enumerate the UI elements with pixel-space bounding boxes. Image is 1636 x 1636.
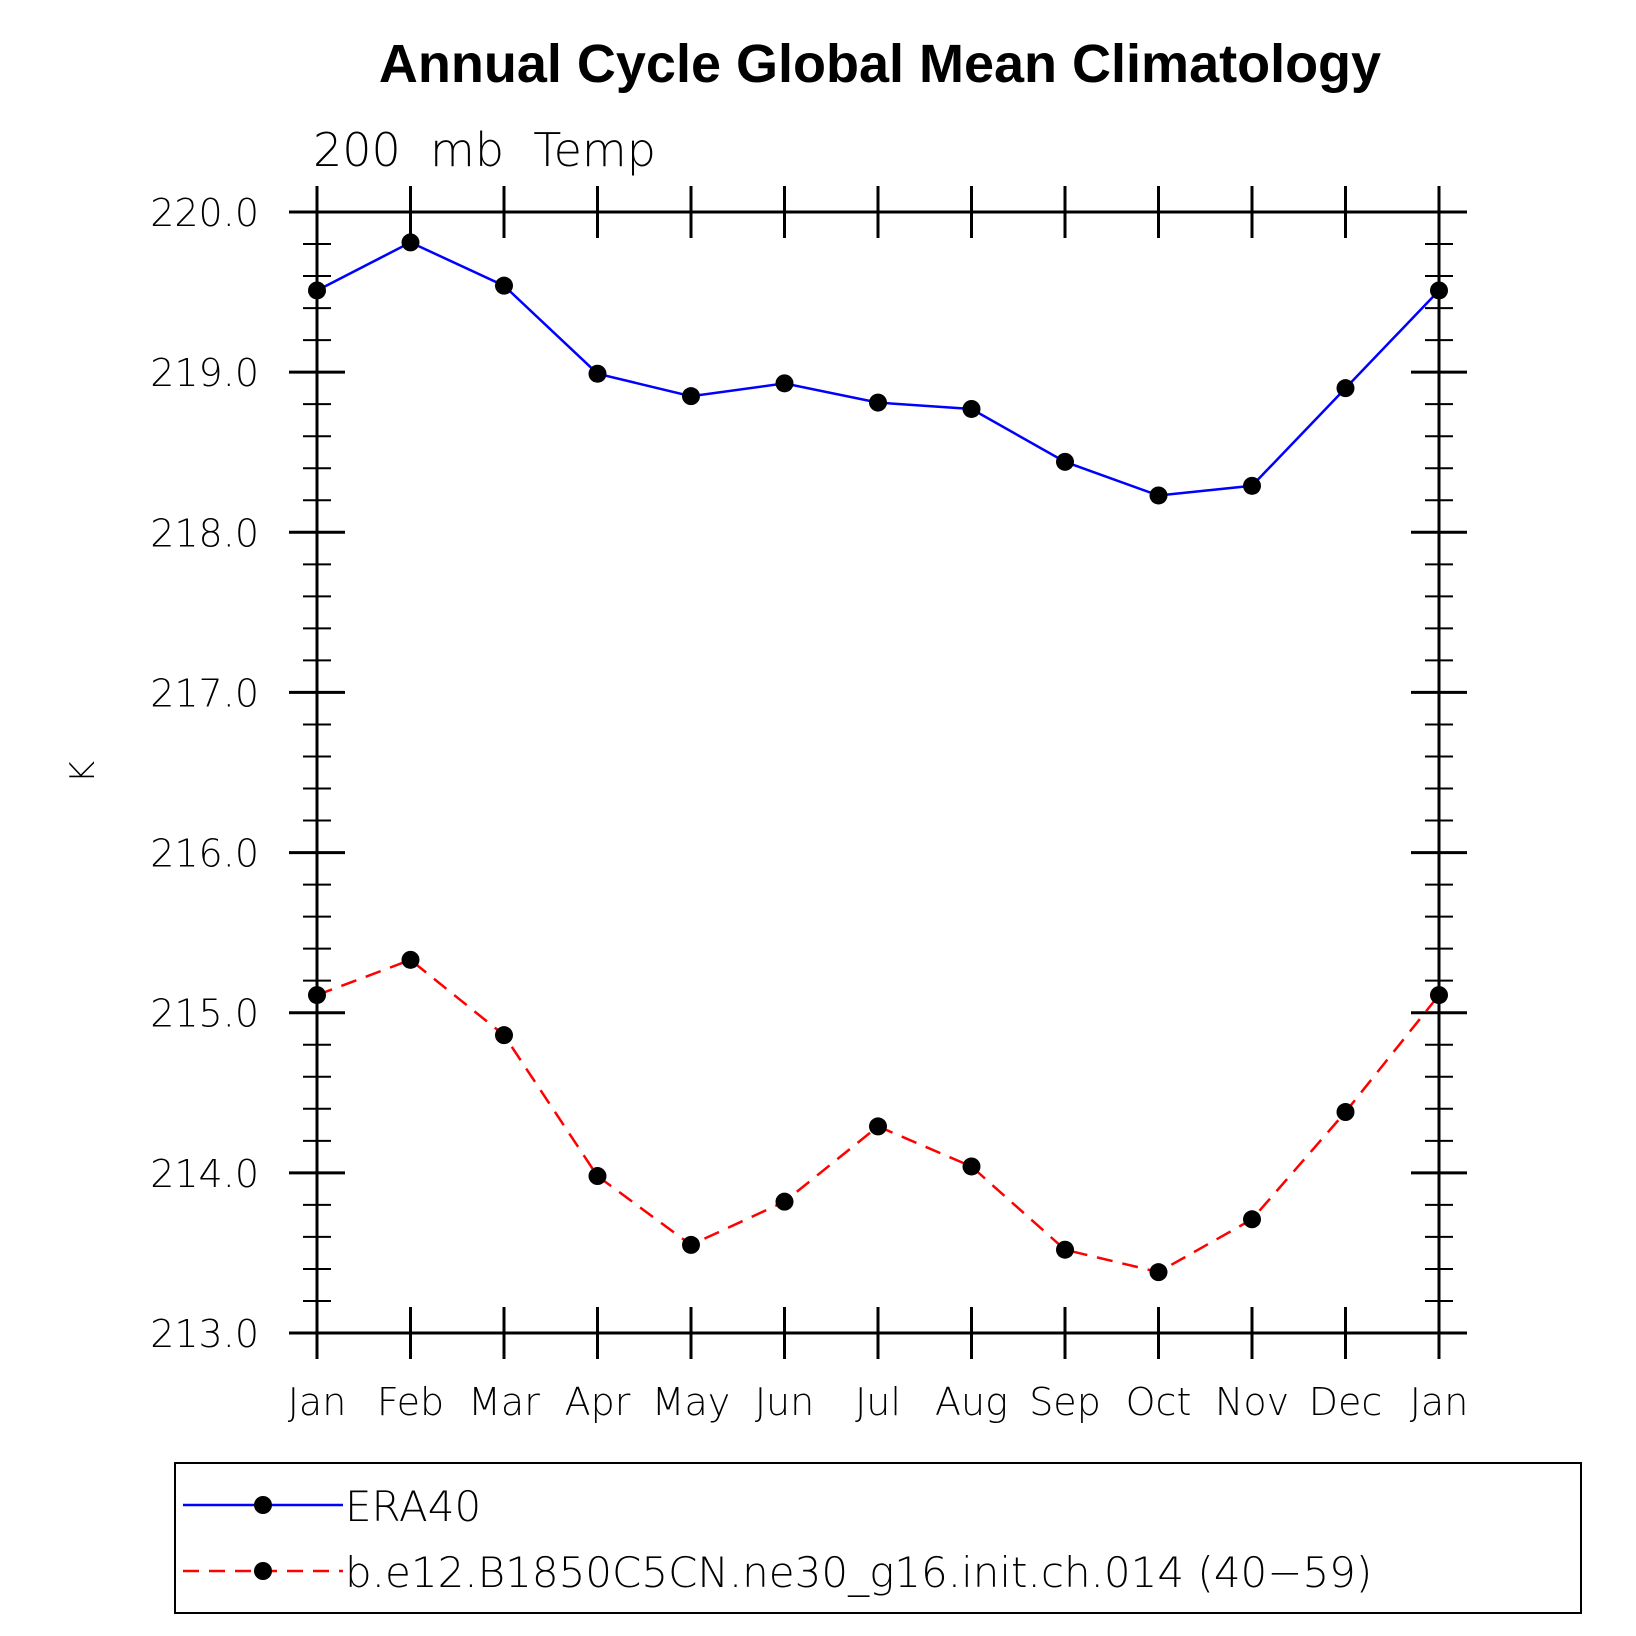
data-point <box>1336 1103 1355 1122</box>
legend-marker-model <box>254 1562 272 1580</box>
axes <box>289 186 1467 1359</box>
legend-label-era40: ERA40 <box>345 1482 481 1531</box>
legend-marker-era40 <box>254 1496 272 1514</box>
y-tick-label: 217.0 <box>150 671 259 715</box>
data-point <box>1056 452 1074 471</box>
series-line-0 <box>316 241 1440 497</box>
x-tick-label: Nov <box>1215 1380 1289 1424</box>
y-tick-labels: 213.0 214.0 215.0 216.0 217.0 218.0 219.0 220.0 <box>150 191 259 1356</box>
x-tick-label: Jun <box>755 1380 814 1424</box>
x-tick-label: Sep <box>1029 1380 1101 1424</box>
data-point <box>588 1167 607 1186</box>
legend-label-model: b.e12.B1850C5CN.ne30_g16.init.ch.014 (40… <box>345 1548 1372 1597</box>
data-point <box>869 393 887 412</box>
x-tick-label: Feb <box>377 1380 444 1424</box>
x-tick-label: May <box>652 1380 731 1424</box>
x-tick-label: Aug <box>935 1380 1008 1424</box>
data-point <box>682 387 700 406</box>
chart-title: Annual Cycle Global Mean Climatology <box>379 34 1381 94</box>
x-tick-label: Jan <box>1410 1380 1469 1424</box>
y-tick-label: 219.0 <box>150 351 259 395</box>
plot-frame <box>315 210 1441 1335</box>
data-point <box>588 364 607 383</box>
data-point <box>495 1026 513 1045</box>
data-point <box>775 374 794 393</box>
data-point <box>1149 1263 1168 1282</box>
series-line-1 <box>316 958 1440 1274</box>
y-axis-label: K <box>63 761 103 783</box>
x-tick-label: Apr <box>565 1380 631 1424</box>
x-tick-label: Jul <box>855 1380 901 1424</box>
x-tick-label: Mar <box>468 1380 540 1424</box>
y-tick-label: 216.0 <box>150 832 259 876</box>
data-point <box>775 1192 794 1211</box>
y-tick-label: 214.0 <box>150 1152 259 1196</box>
chart-subtitle: 200 mb Temp <box>313 123 656 177</box>
data-point <box>962 399 981 418</box>
data-point <box>962 1157 981 1176</box>
data-point <box>1149 486 1168 505</box>
data-point <box>401 233 420 252</box>
data-point <box>1056 1240 1074 1259</box>
y-tick-label: 218.0 <box>150 511 259 555</box>
x-tick-label: Jan <box>288 1380 347 1424</box>
x-tick-label: Dec <box>1309 1380 1383 1424</box>
legend-box <box>174 1462 1582 1614</box>
data-point <box>495 276 513 295</box>
data-point <box>1243 476 1261 495</box>
data-point <box>1336 379 1355 398</box>
data-point <box>682 1235 700 1254</box>
data-point <box>1243 1210 1261 1229</box>
legend: ERA40 b.e12.B1850C5CN.ne30_g16.init.ch.0… <box>174 1462 1582 1614</box>
y-tick-label: 220.0 <box>150 191 259 235</box>
x-tick-label: Oct <box>1126 1380 1192 1424</box>
data-point <box>869 1117 887 1136</box>
x-tick-labels: Jan Feb Mar Apr May Jun Jul Aug Sep Oct Nov Dec Jan <box>288 1380 1469 1424</box>
y-tick-label: 213.0 <box>150 1312 259 1356</box>
data-point <box>401 950 420 969</box>
series-layer <box>308 233 1448 1282</box>
y-tick-label: 215.0 <box>150 992 259 1036</box>
